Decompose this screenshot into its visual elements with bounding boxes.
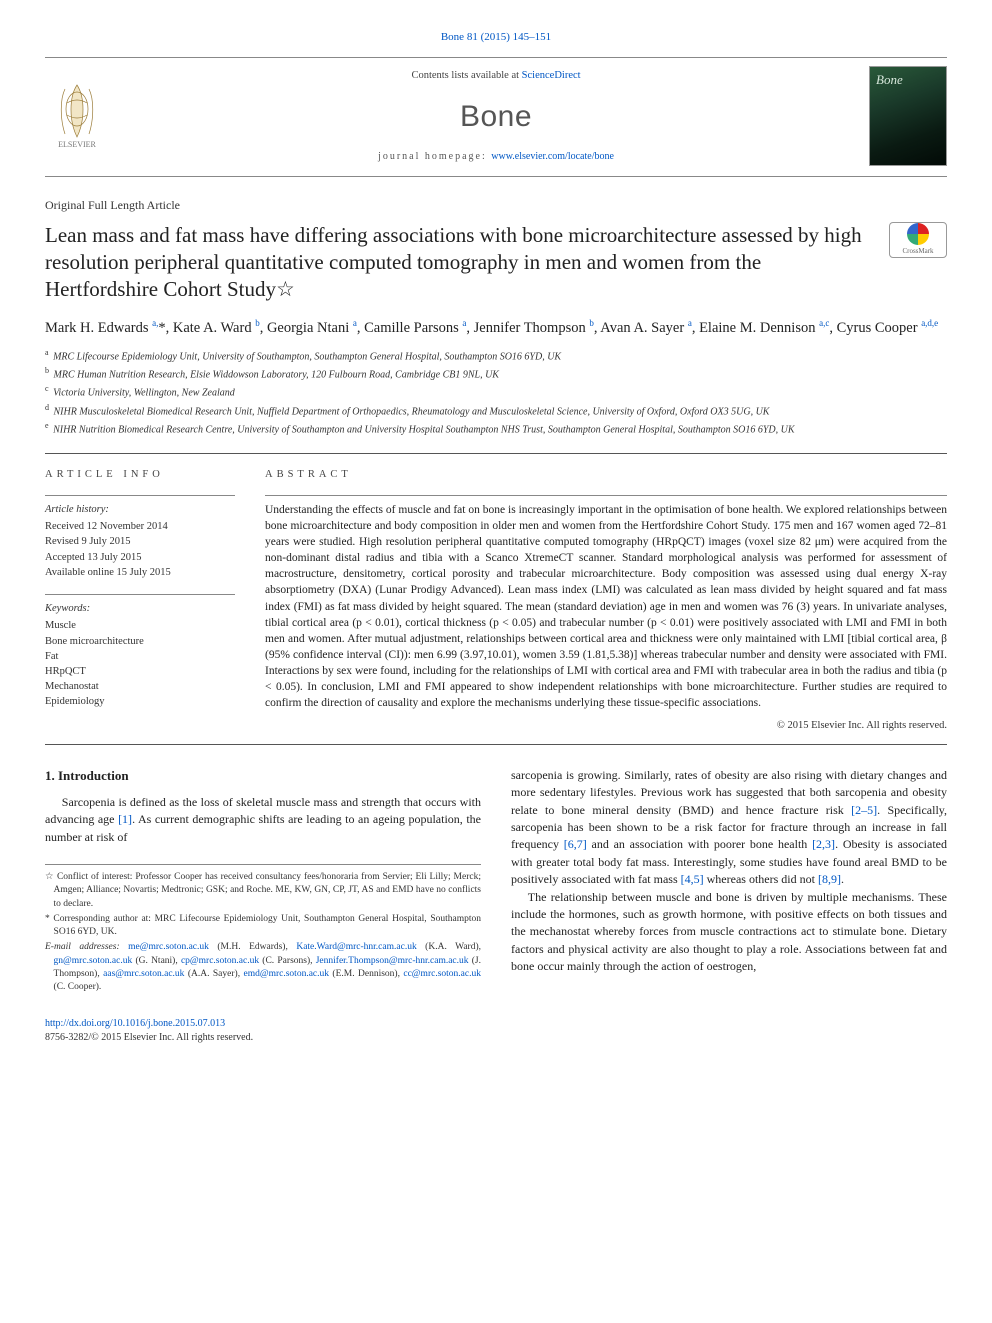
body-paragraph: The relationship between muscle and bone… [511,889,947,976]
authors-list: Mark H. Edwards a,*, Kate A. Ward b, Geo… [45,317,947,339]
email-link[interactable]: cc@mrc.soton.ac.uk [403,969,481,979]
body-paragraph: Sarcopenia is defined as the loss of ske… [45,794,481,846]
citation-ref[interactable]: [2–5] [851,803,877,817]
divider [45,495,235,496]
email-link[interactable]: Jennifer.Thompson@mrc-hnr.cam.ac.uk [316,956,469,966]
citation-ref[interactable]: [1] [118,812,132,826]
elsevier-logo: ELSEVIER [45,79,109,149]
email-link[interactable]: cp@mrc.soton.ac.uk [181,956,259,966]
affiliation-item: d NIHR Musculoskeletal Biomedical Resear… [45,402,947,419]
affiliations-list: a MRC Lifecourse Epidemiology Unit, Univ… [45,347,947,438]
journal-homepage-link[interactable]: www.elsevier.com/locate/bone [491,151,614,162]
history-line: Received 12 November 2014 [45,519,235,534]
affiliation-item: a MRC Lifecourse Epidemiology Unit, Univ… [45,347,947,364]
footnotes-block: ☆ Conflict of interest: Professor Cooper… [45,864,481,995]
keywords-heading: Keywords: [45,601,235,616]
email-link[interactable]: emd@mrc.soton.ac.uk [243,969,329,979]
divider [265,495,947,496]
article-type: Original Full Length Article [45,197,947,214]
abstract-column: abstract Understanding the effects of mu… [265,468,947,734]
email-link[interactable]: me@mrc.soton.ac.uk [128,942,209,952]
citation-ref[interactable]: [6,7] [564,837,587,851]
corresponding-author-note: * Corresponding author at: MRC Lifecours… [45,913,481,940]
affiliation-item: c Victoria University, Wellington, New Z… [45,383,947,400]
affiliation-item: b MRC Human Nutrition Research, Elsie Wi… [45,365,947,382]
keyword-item: Fat [45,649,235,664]
history-line: Accepted 13 July 2015 [45,550,235,565]
keyword-item: HRpQCT [45,664,235,679]
article-info-column: article info Article history: Received 1… [45,468,235,734]
email-link[interactable]: Kate.Ward@mrc-hnr.cam.ac.uk [296,942,416,952]
section-heading-introduction: 1. Introduction [45,767,481,786]
keyword-item: Epidemiology [45,694,235,709]
issn-copyright: 8756-3282/© 2015 Elsevier Inc. All right… [45,1032,253,1043]
email-link[interactable]: gn@mrc.soton.ac.uk [54,956,133,966]
article-info-label: article info [45,468,235,483]
divider [45,453,947,454]
article-title: Lean mass and fat mass have differing as… [45,222,869,303]
crossmark-badge[interactable]: CrossMark [889,222,947,258]
abstract-label: abstract [265,468,947,483]
affiliation-item: e NIHR Nutrition Biomedical Research Cen… [45,420,947,437]
keyword-item: Muscle [45,618,235,633]
left-column: 1. Introduction Sarcopenia is defined as… [45,767,481,997]
email-addresses: E-mail addresses: me@mrc.soton.ac.uk (M.… [45,941,481,994]
abstract-text: Understanding the effects of muscle and … [265,502,947,711]
divider [45,594,235,595]
citation-ref[interactable]: [4,5] [681,872,704,886]
sciencedirect-line: Contents lists available at ScienceDirec… [145,69,847,84]
right-column: sarcopenia is growing. Similarly, rates … [511,767,947,997]
keyword-item: Bone microarchitecture [45,634,235,649]
divider [45,744,947,745]
sciencedirect-link[interactable]: ScienceDirect [522,70,581,81]
keyword-item: Mechanostat [45,679,235,694]
citation-header: Bone 81 (2015) 145–151 [45,30,947,45]
svg-text:ELSEVIER: ELSEVIER [58,140,96,149]
history-line: Revised 9 July 2015 [45,534,235,549]
journal-cover-thumbnail [869,66,947,166]
citation-ref[interactable]: [8,9] [818,872,841,886]
history-heading: Article history: [45,502,235,517]
citation-ref[interactable]: [2,3] [812,837,835,851]
footer-block: http://dx.doi.org/10.1016/j.bone.2015.07… [45,1017,947,1045]
masthead: ELSEVIER Contents lists available at Sci… [45,57,947,177]
conflict-of-interest-note: ☆ Conflict of interest: Professor Cooper… [45,871,481,911]
publisher-logo-wrap: ELSEVIER [45,79,145,154]
journal-name: Bone [145,96,847,138]
abstract-copyright: © 2015 Elsevier Inc. All rights reserved… [265,719,947,734]
email-link[interactable]: aas@mrc.soton.ac.uk [103,969,184,979]
crossmark-icon [907,223,929,245]
doi-link[interactable]: http://dx.doi.org/10.1016/j.bone.2015.07… [45,1018,225,1029]
history-line: Available online 15 July 2015 [45,565,235,580]
journal-homepage-line: journal homepage: www.elsevier.com/locat… [145,150,847,164]
citation-link[interactable]: Bone 81 (2015) 145–151 [441,31,551,43]
body-paragraph: sarcopenia is growing. Similarly, rates … [511,767,947,889]
